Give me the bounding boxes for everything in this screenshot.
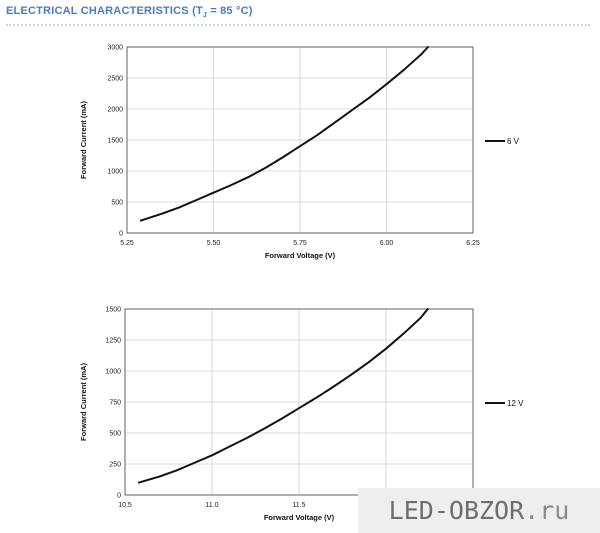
y-tick-label: 1500 <box>105 307 121 314</box>
watermark: LED-OBZOR.ru <box>358 488 600 533</box>
chart-6v: 5.25 5.50 5.75 6.00 6.25 0 500 1000 1500 2000 2500… <box>79 45 520 261</box>
legend-label: 6 V <box>507 137 520 146</box>
y-tick-label: 750 <box>109 400 121 407</box>
section-title-main: ELECTRICAL CHARACTERISTICS (T <box>6 5 203 17</box>
x-tick-label: 10.5 <box>118 502 132 509</box>
section-header: ELECTRICAL CHARACTERISTICS (TJ = 85 °C) <box>6 4 590 26</box>
series-line <box>137 308 429 484</box>
x-tick-label: 11.5 <box>292 502 305 509</box>
x-tick-label: 5.25 <box>120 240 134 247</box>
y-tick-label: 2500 <box>107 76 123 83</box>
y-tick-label: 2000 <box>107 107 123 114</box>
section-title-subscript: J <box>202 12 207 20</box>
y-tick-label: 1250 <box>105 338 121 345</box>
series-line <box>139 46 430 222</box>
watermark-ru: .ru <box>524 496 570 525</box>
chart-12v: 10.511.011.512.012.502505007501000125015… <box>79 307 524 523</box>
y-tick-label: 500 <box>111 200 123 207</box>
legend-label: 12 V <box>507 399 524 408</box>
watermark-led: LED- <box>388 496 449 525</box>
section-title: ELECTRICAL CHARACTERISTICS (TJ = 85 °C) <box>6 5 253 19</box>
y-tick-label: 1000 <box>107 169 123 176</box>
x-axis-title: Forward Voltage (V) <box>265 251 336 260</box>
watermark-obzor: OBZOR <box>448 496 525 525</box>
x-axis-title: Forward Voltage (V) <box>264 513 335 522</box>
y-tick-label: 1500 <box>107 138 123 145</box>
x-tick-label: 11.0 <box>205 502 218 509</box>
plot-frame <box>124 308 474 496</box>
y-axis-title: Forward Current (mA) <box>79 363 88 441</box>
y-tick-label: 500 <box>109 431 121 438</box>
section-title-tail: = 85 °C) <box>206 5 253 17</box>
y-tick-label: 250 <box>109 462 121 469</box>
y-tick-label: 1000 <box>105 369 121 376</box>
y-tick-label: 0 <box>119 231 123 238</box>
y-tick-label: 0 <box>117 493 121 500</box>
x-tick-label: 5.50 <box>207 240 221 247</box>
y-tick-label: 3000 <box>107 45 123 52</box>
x-tick-label: 5.75 <box>293 240 307 247</box>
plot-frame <box>126 46 474 234</box>
x-tick-label: 6.00 <box>380 240 394 247</box>
y-axis-title: Forward Current (mA) <box>79 101 88 179</box>
x-tick-label: 6.25 <box>466 240 480 247</box>
